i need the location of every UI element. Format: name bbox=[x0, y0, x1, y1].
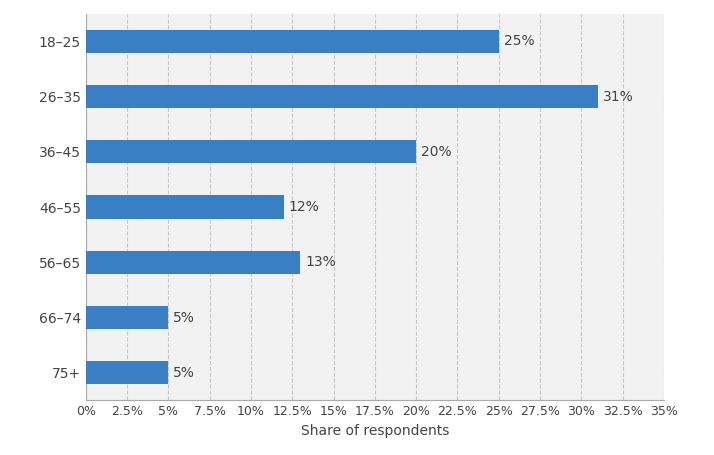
Text: 5%: 5% bbox=[174, 310, 195, 324]
Text: 5%: 5% bbox=[174, 366, 195, 380]
Text: 31%: 31% bbox=[603, 90, 633, 104]
Bar bbox=[86, 196, 284, 219]
Text: 12%: 12% bbox=[289, 200, 320, 214]
Bar bbox=[86, 306, 169, 329]
Text: 20%: 20% bbox=[421, 145, 452, 159]
Bar bbox=[86, 251, 301, 274]
X-axis label: Share of respondents: Share of respondents bbox=[301, 424, 449, 438]
Text: 25%: 25% bbox=[504, 34, 534, 48]
Bar bbox=[86, 85, 598, 108]
Bar bbox=[86, 361, 169, 384]
Text: 13%: 13% bbox=[306, 255, 336, 269]
Bar bbox=[86, 140, 416, 163]
Bar bbox=[86, 30, 499, 53]
